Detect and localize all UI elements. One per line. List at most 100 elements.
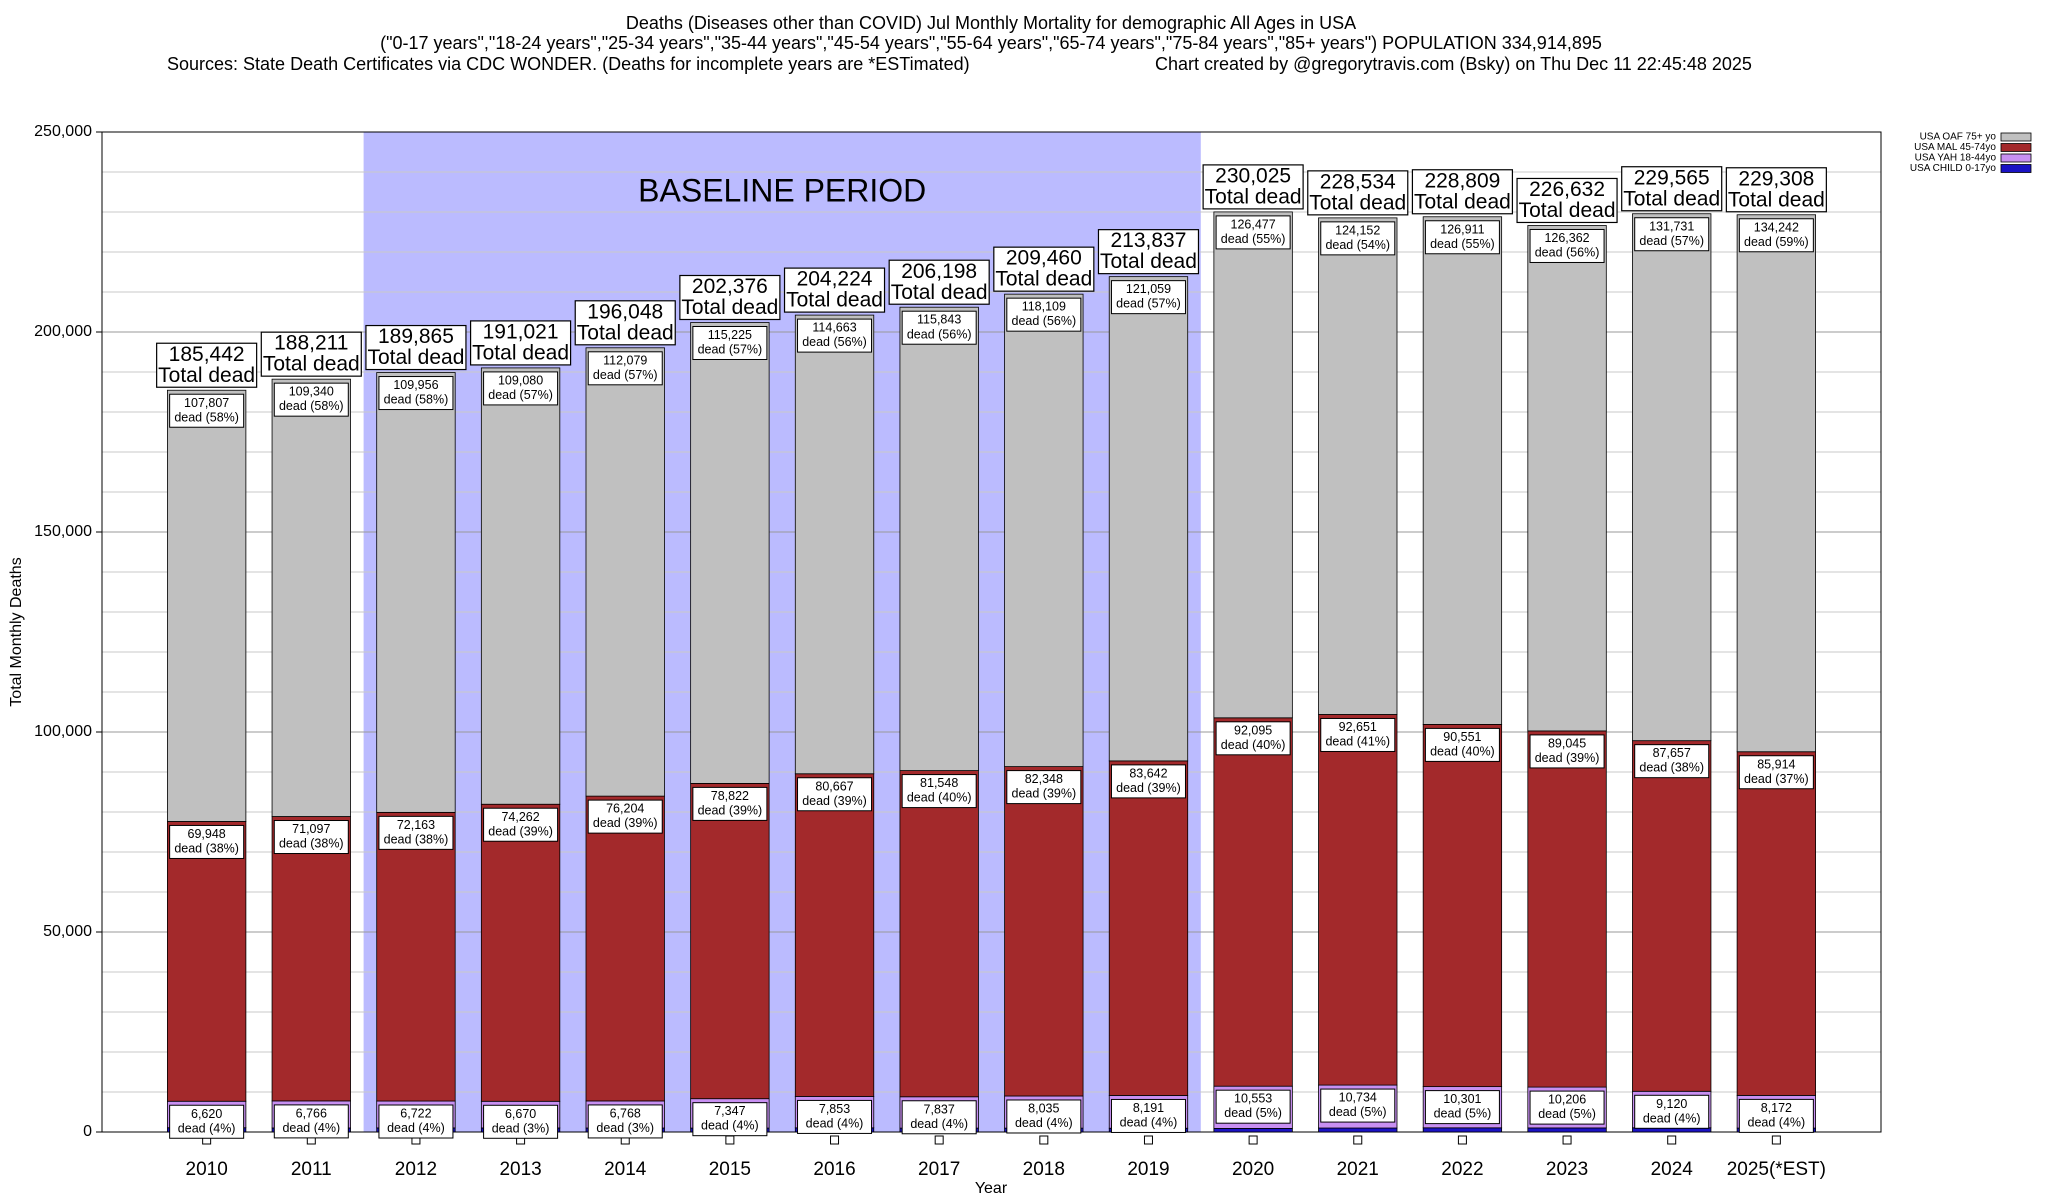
total-box	[1725, 167, 1827, 213]
bar-segment	[1736, 214, 1816, 753]
value-label: 85,914	[1757, 757, 1795, 771]
total-label: 202,376	[692, 275, 768, 298]
label-box	[1634, 217, 1710, 252]
value-label: 114,663	[812, 321, 856, 335]
label-box	[901, 1100, 977, 1135]
share-label: dead (4%)	[1015, 1116, 1073, 1130]
share-label: dead (4%)	[282, 1121, 340, 1135]
value-label: 124,152	[1335, 223, 1380, 237]
label-box	[1320, 717, 1396, 752]
x-tick-label: 2013	[499, 1159, 541, 1180]
value-label: 80,667	[815, 779, 853, 793]
share-label: dead (4%)	[701, 1119, 759, 1133]
y-tick-label: 0	[83, 1123, 92, 1140]
total-box	[1621, 166, 1723, 212]
value-label: 87,657	[1653, 746, 1691, 760]
bar-segment	[794, 314, 875, 775]
share-label: dead (4%)	[1120, 1116, 1178, 1130]
value-label: 6,722	[400, 1107, 431, 1121]
total-label: 196,048	[587, 300, 663, 323]
value-label: 82,348	[1025, 772, 1063, 786]
y-tick-label: 50,000	[43, 923, 92, 940]
plot-frame	[101, 131, 1882, 1133]
total-label: 189,865	[378, 325, 454, 348]
share-label: dead (55%)	[1221, 232, 1286, 246]
total-label: 206,198	[901, 260, 977, 283]
share-label: dead (5%)	[1224, 1106, 1282, 1120]
value-label: 6,670	[505, 1107, 536, 1121]
label-box	[1215, 215, 1291, 250]
value-label: 126,362	[1544, 231, 1589, 245]
total-suffix: Total dead	[786, 289, 883, 312]
label-box	[1529, 1090, 1605, 1125]
empty-label	[1667, 1135, 1677, 1145]
value-label: 7,853	[819, 1102, 850, 1116]
total-suffix: Total dead	[1309, 191, 1406, 214]
value-label: 92,651	[1339, 720, 1377, 734]
label-box	[587, 351, 663, 386]
label-box	[483, 807, 559, 842]
total-label: 229,308	[1738, 167, 1814, 190]
value-label: 121,059	[1126, 282, 1171, 296]
total-suffix: Total dead	[681, 296, 778, 319]
value-label: 7,837	[924, 1102, 955, 1116]
total-label: 229,565	[1634, 166, 1710, 189]
value-label: 134,242	[1754, 220, 1799, 234]
x-axis-label: Year	[975, 1180, 1008, 1197]
bar-segment	[585, 795, 665, 1102]
label-box	[1738, 755, 1814, 790]
total-suffix: Total dead	[1623, 187, 1720, 210]
total-box	[1516, 177, 1618, 224]
bar-segment	[1213, 211, 1293, 719]
label-box	[692, 325, 768, 360]
share-label: dead (4%)	[806, 1116, 864, 1130]
total-box	[1097, 229, 1200, 275]
total-label: 204,224	[797, 268, 873, 291]
bar-segment	[1736, 751, 1816, 1096]
label-box	[692, 786, 768, 821]
legend-swatch	[2000, 153, 2032, 163]
legend-label: USA YAH 18-44yo	[1915, 153, 1997, 164]
x-tick-label: 2020	[1232, 1159, 1274, 1180]
bar-segment	[690, 322, 770, 784]
bar-segment	[271, 378, 351, 817]
bar-segment	[1004, 766, 1084, 1097]
total-label: 185,442	[169, 343, 245, 366]
bar-segment	[585, 347, 665, 797]
label-box	[273, 1104, 349, 1139]
value-label: 109,080	[498, 373, 543, 387]
total-box	[469, 320, 572, 366]
bar-segment	[1422, 216, 1503, 725]
share-label: dead (39%)	[1535, 751, 1600, 765]
total-box	[679, 274, 781, 321]
total-label: 230,025	[1215, 164, 1291, 187]
empty-label	[1562, 1135, 1572, 1145]
baseline-label: BASELINE PERIOD	[638, 172, 926, 208]
label-box	[1215, 721, 1291, 756]
empty-label	[1143, 1135, 1153, 1145]
legend-label: USA MAL 45-74yo	[1914, 142, 1996, 153]
total-box	[156, 342, 258, 388]
label-box	[1424, 1090, 1500, 1125]
y-tick-label: 150,000	[34, 523, 92, 540]
value-label: 8,035	[1028, 1102, 1059, 1116]
x-tick-label: 2014	[604, 1159, 647, 1180]
value-label: 74,262	[501, 810, 539, 824]
total-suffix: Total dead	[1414, 190, 1511, 213]
bar-segment	[1213, 717, 1293, 1087]
bar-segment	[899, 770, 979, 1098]
label-box	[169, 824, 245, 859]
label-box	[797, 318, 873, 353]
share-label: dead (56%)	[1535, 246, 1600, 260]
label-box	[378, 1104, 454, 1139]
share-label: dead (4%)	[1643, 1111, 1701, 1125]
value-label: 126,911	[1440, 222, 1484, 236]
x-tick-label: 2018	[1023, 1159, 1065, 1180]
value-label: 115,843	[917, 313, 961, 327]
label-box	[378, 815, 454, 850]
share-label: dead (5%)	[1329, 1105, 1387, 1119]
label-box	[169, 393, 245, 428]
y-axis-label: Total Monthly Deaths	[8, 557, 25, 706]
value-label: 8,191	[1133, 1101, 1164, 1115]
